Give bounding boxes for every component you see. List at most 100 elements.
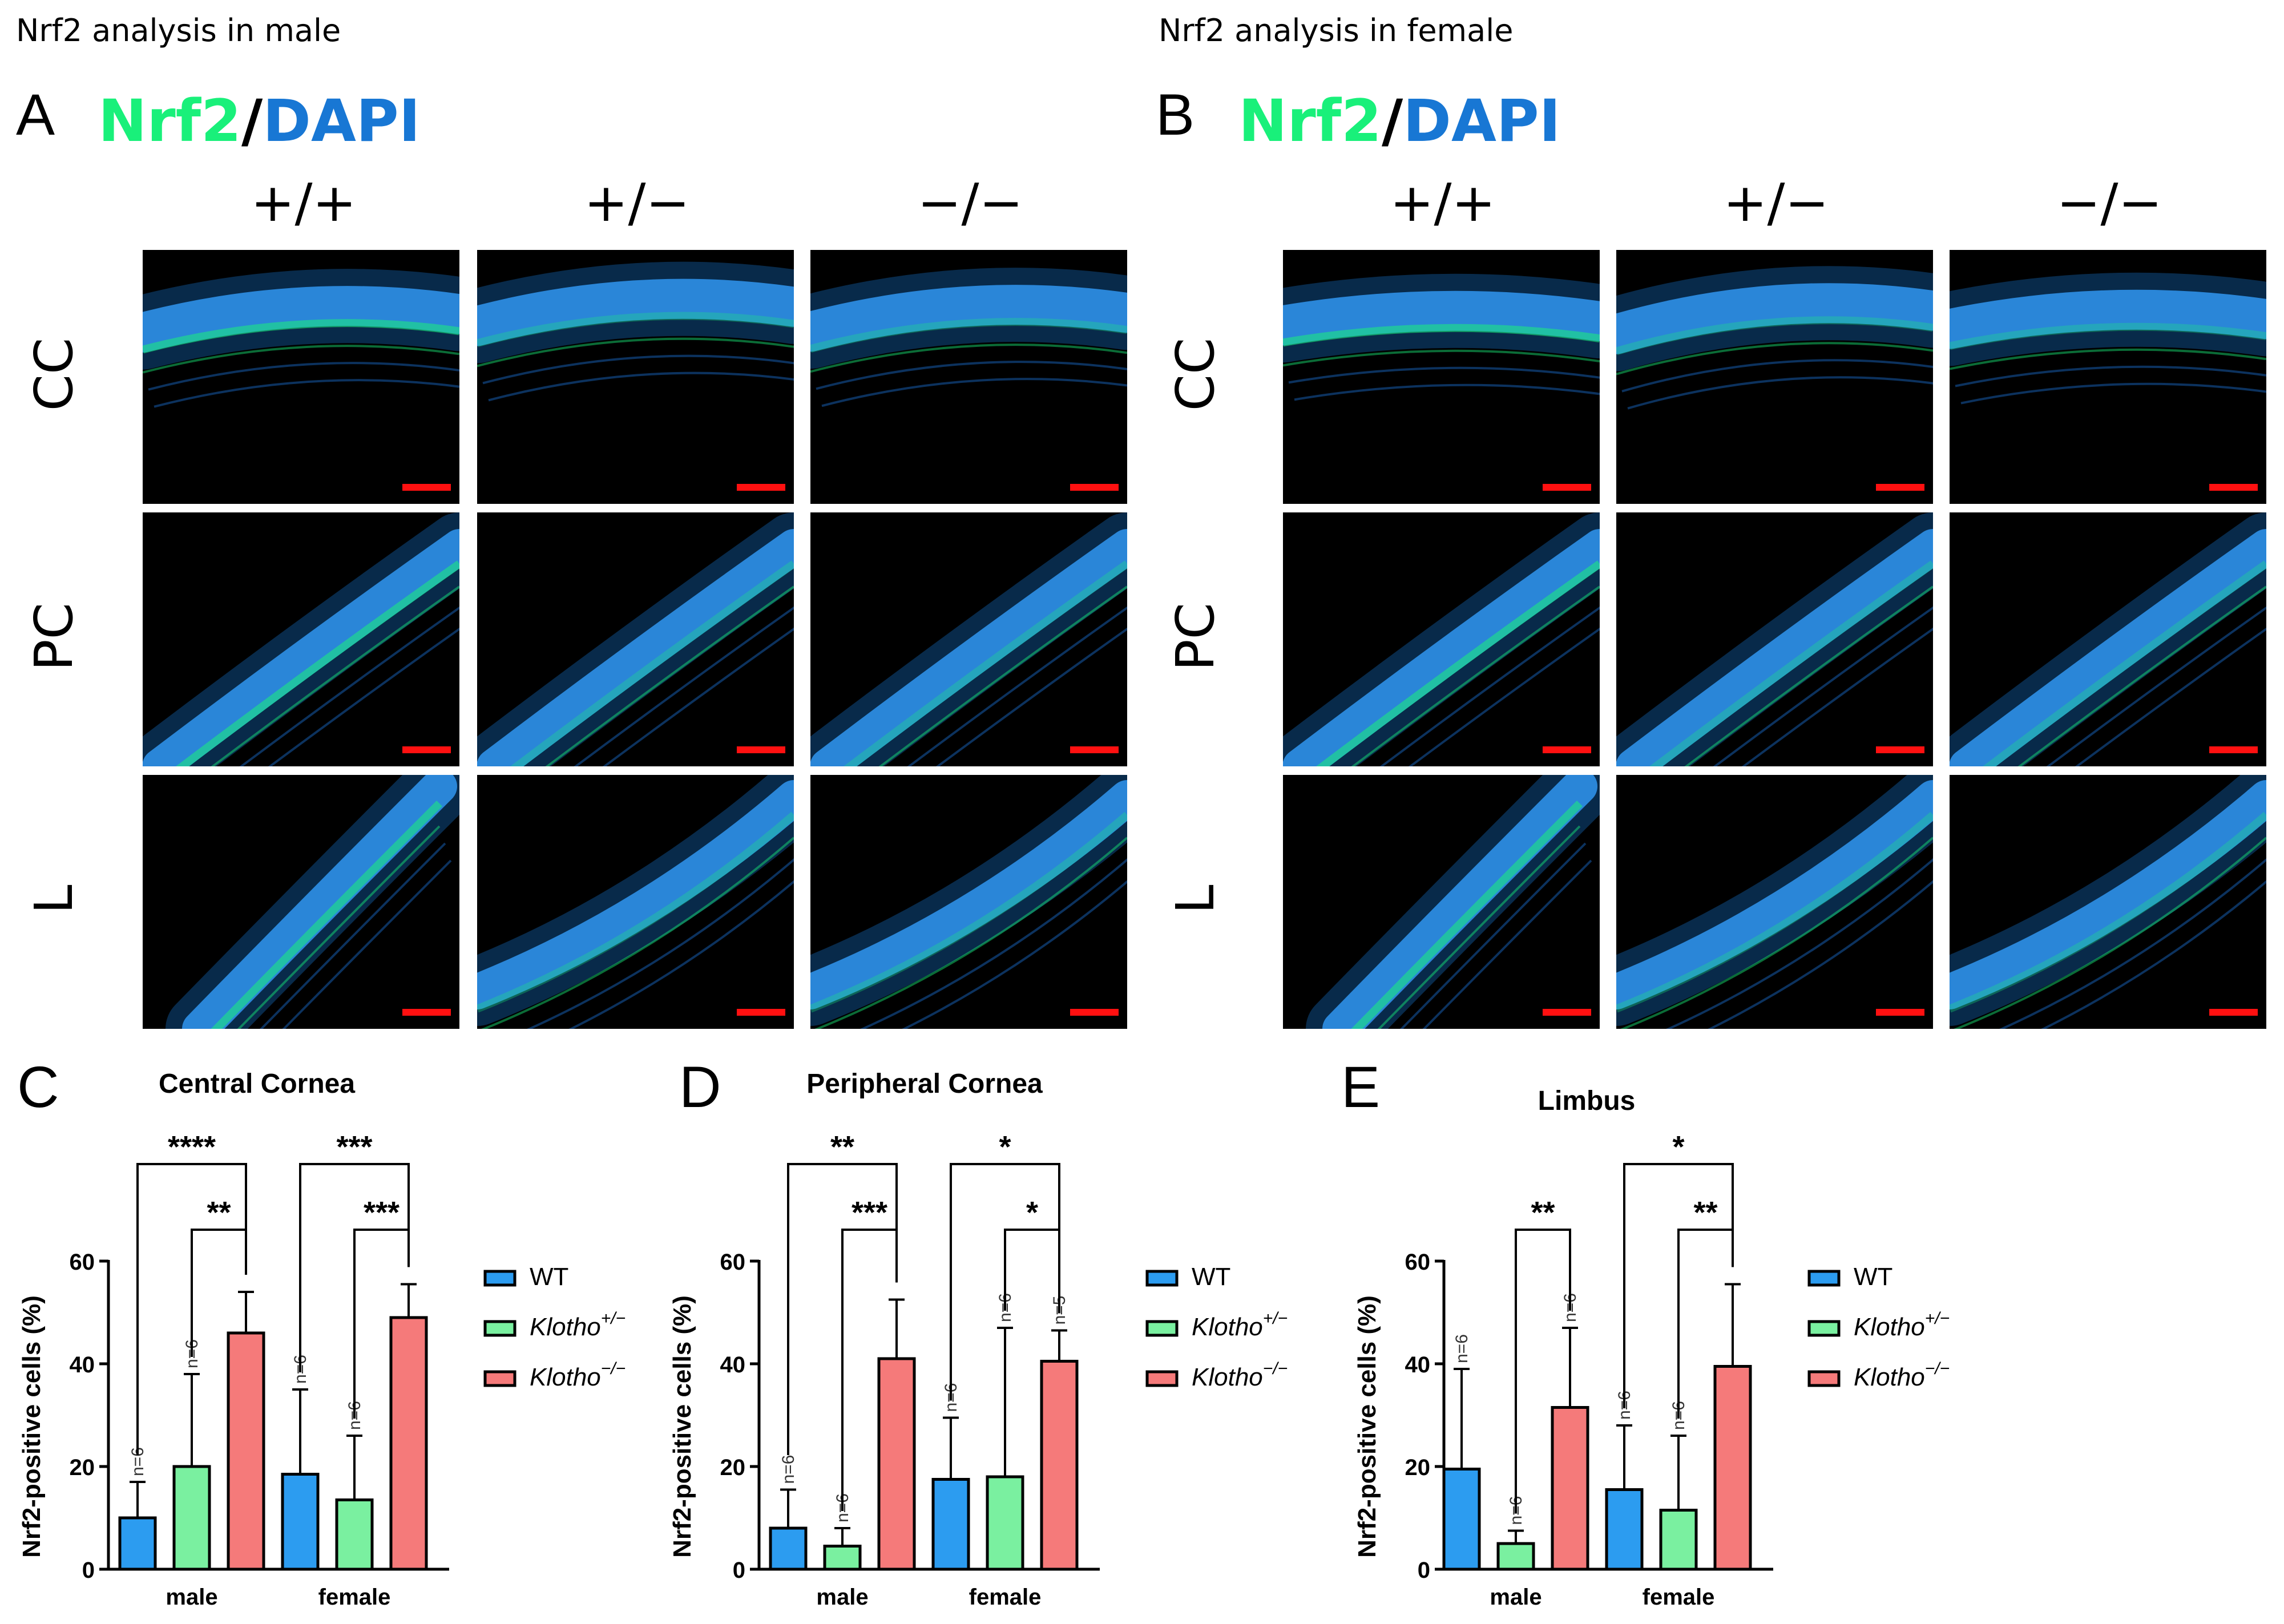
y-tick-label: 60 [70,1250,95,1275]
y-tick-label: 0 [733,1558,745,1583]
n-label: n=6 [779,1455,798,1484]
tissue-image [1616,512,1933,766]
bar-female-1 [986,1475,1024,1571]
significance-label: *** [852,1195,887,1230]
stroma-fibre [211,585,459,766]
y-tick-label: 20 [1405,1455,1431,1480]
nrf2-signal [176,560,459,766]
micrograph-cc-ko-male [810,250,1127,504]
stain-title-a: Nrf2/DAPI [98,92,421,151]
micrograph-pc-wt-male [143,512,459,766]
nrf2-signal [1950,322,2266,350]
bar-male-0 [769,1526,808,1571]
scale-bar [1876,484,1924,491]
bar-male-2 [1551,1406,1589,1571]
epithelium-layer [182,775,457,1029]
epithelium-layer [1950,289,2266,349]
stroma-fibre [602,627,794,766]
stroma-fibre [859,858,1127,1029]
scale-bar [402,1009,451,1016]
stroma-fibre [1422,859,1592,1029]
stroma-fibre [526,858,794,1029]
bar-male-1 [172,1465,211,1571]
stroma-fibre [148,362,459,391]
bar-female-0 [281,1473,320,1571]
legend-swatch [483,1370,516,1387]
stroma-fibre [477,337,794,367]
tissue-image [1950,272,2266,491]
tissue-image [1283,273,1600,491]
chart-svg: C Central Cornea Nrf2-positive cells (%) 0 2… [17,1055,626,1610]
bar-male-2 [227,1331,265,1571]
significance-bracket [1004,1229,1060,1314]
panel-letter: E [1341,1055,1380,1120]
y-tick-label: 20 [70,1455,95,1480]
legend-label-superscript: +/− [601,1309,626,1328]
n-label: n=6 [1452,1334,1471,1363]
significance-label: ** [1693,1195,1717,1230]
stroma-fibre [1616,342,1933,375]
y-axis-label: Nrf2-positive cells (%) [668,1295,696,1558]
legend-swatch [1145,1320,1179,1337]
legend-swatch [1145,1270,1179,1287]
micrograph-l-ko-male [810,775,1127,1029]
stroma-fibre [2046,606,2266,766]
micrograph-pc-het-female [1616,512,1933,766]
legend-label-superscript: −/− [1263,1359,1288,1378]
significance-label: *** [364,1195,400,1230]
epithelium-layer [810,285,1127,352]
tissue-image [477,261,794,491]
stroma-fibre [1960,382,2266,405]
micrograph-pc-ko-male [810,512,1127,766]
micrograph-cc-wt-male [143,250,459,504]
micrograph-cc-het-female [1616,250,1933,504]
row-label-cc: CC [1165,337,1226,411]
genotype-header-ko: −/− [2056,172,2162,233]
legend-label: Klotho−/− [1192,1359,1288,1391]
micrograph-l-het-female [1616,775,1933,1029]
panel-letter-b: B [1156,82,1195,147]
bar-female-2 [1040,1360,1079,1571]
genotype-header-het: +/− [1723,172,1829,233]
y-axis-label: Nrf2-positive cells (%) [18,1295,46,1558]
epithelium-layer [1283,290,1600,346]
epithelium-layer [477,529,794,766]
nrf2-signal [1950,811,2266,1013]
bar-female-0 [1605,1488,1644,1571]
nrf2-signal [1616,811,1933,1013]
nrf2-signal [1649,560,1933,766]
stroma-fibre [1379,606,1600,766]
micrograph-cc-het-male [477,250,794,504]
significance-bracket [1515,1229,1571,1514]
legend-label-superscript: −/− [1925,1359,1950,1378]
epithelium-layer [1616,529,1933,766]
nrf2-signal [477,811,794,1013]
stain-slash: / [1382,87,1403,155]
stroma-fibre [282,859,452,1029]
stroma-fibre [2017,585,2266,766]
stroma-fibre [816,361,1127,390]
y-tick-label: 0 [1418,1558,1430,1583]
micrograph-l-ko-female [1950,775,2266,1029]
legend-label-superscript: +/− [1263,1309,1288,1328]
micrograph-l-het-male [477,775,794,1029]
bar-female-1 [335,1498,374,1571]
bar-female-0 [931,1478,970,1571]
stroma-fibre [878,585,1127,766]
nrf2-signal [143,319,459,354]
scale-bar [2209,1009,2258,1016]
scale-bar [1543,1009,1591,1016]
stroma-fibre [1400,842,1587,1029]
nrf2-signal [211,801,442,1029]
significance-label: * [1026,1195,1038,1230]
legend-label-text: Klotho [1854,1363,1925,1391]
nrf2-signal [844,560,1127,766]
bar-female-1 [1659,1509,1698,1571]
legend-swatch [1145,1370,1179,1387]
epithelium-layer [1322,775,1597,1029]
significance-label: *** [336,1130,372,1164]
micrograph-pc-ko-female [1950,512,2266,766]
x-tick-label: female [969,1585,1042,1610]
significance-bracket [353,1229,410,1419]
bar-female-2 [1713,1365,1752,1571]
